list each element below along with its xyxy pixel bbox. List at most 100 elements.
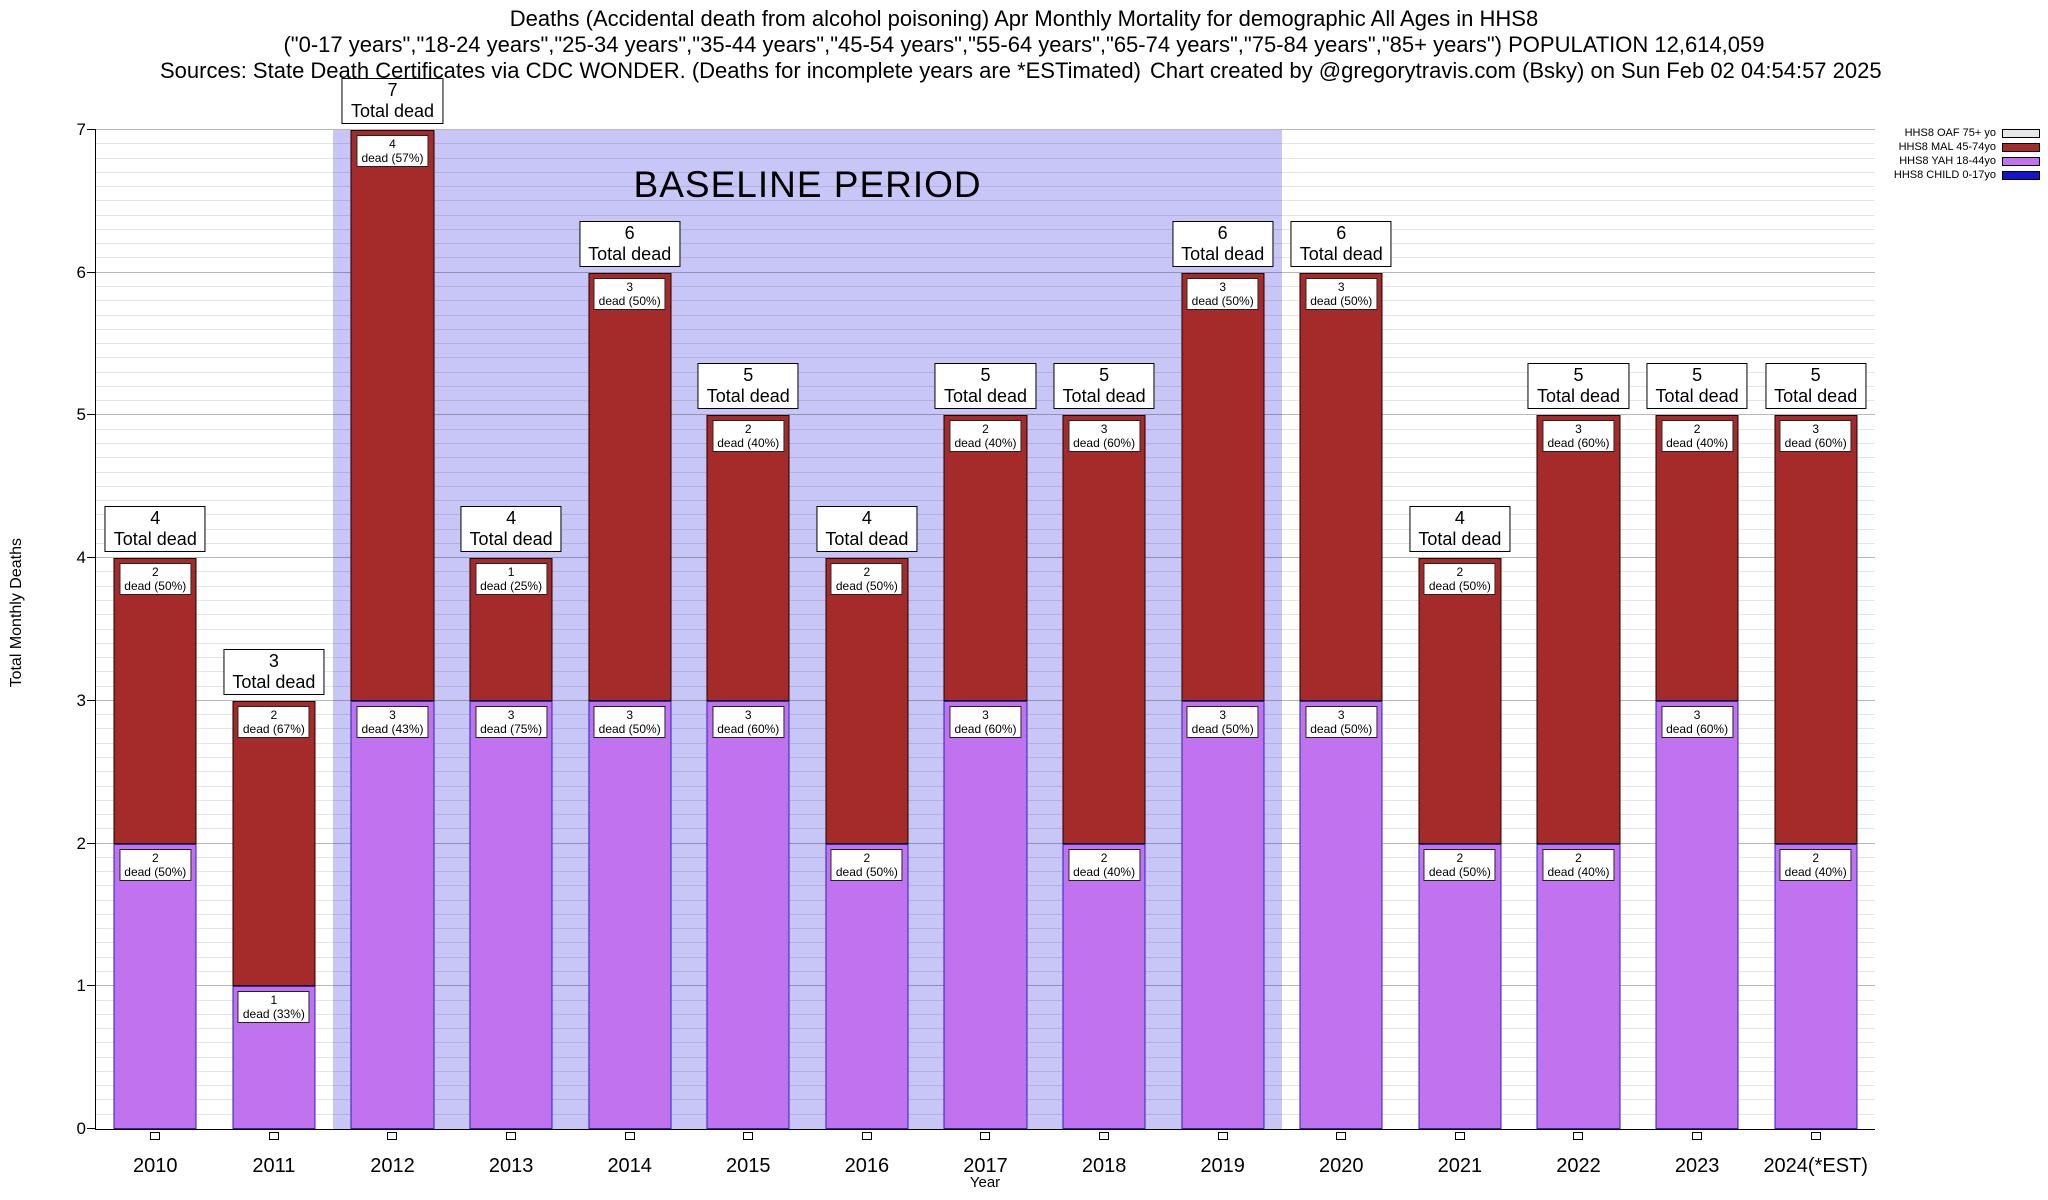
total-count: 4 <box>1454 508 1465 529</box>
segment-count: 1 <box>507 565 515 580</box>
legend-item: HHS8 OAF 75+ yo <box>1894 126 2040 140</box>
x-tick-label: 2011 <box>252 1155 296 1177</box>
segment-count: 2 <box>151 850 159 865</box>
y-tick-mark <box>87 129 96 130</box>
total-label: Total dead <box>943 386 1028 407</box>
segment-label-mal: 2 dead (50%) <box>830 563 903 596</box>
gridline <box>96 314 1875 316</box>
x-tick-label: 2015 <box>726 1155 771 1177</box>
zero-marker <box>1692 1132 1703 1140</box>
bar-segment-yah: 3 dead (50%) <box>588 700 672 1129</box>
segment-label-mal: 2 dead (67%) <box>237 705 310 738</box>
year-slot-2022: 2 dead (40%) 3 dead (60%) 5 Total dead 2022 <box>1519 130 1638 1177</box>
segment-percent-label: dead (50%) <box>598 293 661 308</box>
year-slot-2012: 3 dead (43%) 4 dead (57%) 7 Total dead 2012 <box>333 78 452 1177</box>
y-tick-mark <box>87 1128 96 1129</box>
bar-segment-mal: 3 dead (50%) <box>588 272 672 701</box>
segment-percent-label: dead (50%) <box>1428 864 1491 879</box>
y-tick-label: 5 <box>76 405 86 425</box>
segment-label-mal: 3 dead (50%) <box>593 277 666 310</box>
total-label: Total dead <box>469 529 553 550</box>
segment-count: 2 <box>151 565 159 580</box>
total-label: Total dead <box>1418 529 1502 550</box>
segment-label-yah: 3 dead (43%) <box>356 705 429 738</box>
y-tick-mark <box>87 271 96 273</box>
total-label: Total dead <box>706 386 790 407</box>
segment-label-mal: 3 dead (60%) <box>1068 420 1141 453</box>
segment-count: 2 <box>270 707 278 722</box>
gridline <box>96 343 1875 345</box>
zero-marker <box>387 1132 398 1140</box>
x-tick-label: 2021 <box>1437 1155 1483 1177</box>
gridline <box>96 271 1875 273</box>
segment-label-yah: 3 dead (60%) <box>1661 705 1734 738</box>
total-label: Total dead <box>1062 386 1146 407</box>
year-slot-2014: 3 dead (50%) 3 dead (50%) 6 Total dead 2014 <box>570 130 689 1177</box>
segment-percent-label: dead (60%) <box>1784 436 1847 451</box>
bar-segment-yah: 2 dead (40%) <box>1774 843 1858 1129</box>
segment-count: 1 <box>270 993 278 1008</box>
total-count: 5 <box>1573 365 1584 386</box>
year-slot-2011: 1 dead (33%) 2 dead (67%) 3 Total dead 2011 <box>215 130 334 1177</box>
x-tick-label: 2019 <box>1200 1155 1245 1177</box>
gridline <box>96 243 1875 245</box>
bar-segment-mal: 3 dead (50%) <box>1181 272 1265 701</box>
total-dead-box: 4 Total dead <box>104 506 206 553</box>
segment-percent-label: dead (60%) <box>954 721 1017 736</box>
legend-label: HHS8 CHILD 0-17yo <box>1893 169 1996 181</box>
segment-label-mal: 1 dead (25%) <box>475 563 548 596</box>
segment-label-yah: 3 dead (50%) <box>1305 705 1378 738</box>
segment-label-mal: 2 dead (40%) <box>1661 420 1734 453</box>
total-dead-box: 5 Total dead <box>1527 363 1630 410</box>
segment-count: 3 <box>626 279 634 294</box>
segment-count: 2 <box>1575 850 1582 865</box>
year-slot-2016: 2 dead (50%) 2 dead (50%) 4 Total dead 2016 <box>808 130 927 1177</box>
zero-marker <box>1810 1132 1821 1140</box>
segment-count: 4 <box>389 137 396 152</box>
bar-segment-yah: 3 dead (50%) <box>1181 700 1265 1129</box>
total-count: 5 <box>1810 365 1821 386</box>
total-label: Total dead <box>1774 386 1858 407</box>
zero-marker <box>150 1132 161 1140</box>
segment-label-mal: 3 dead (50%) <box>1186 277 1259 310</box>
total-dead-box: 6 Total dead <box>579 220 681 267</box>
segment-count: 2 <box>744 422 752 437</box>
segment-label-yah: 2 dead (50%) <box>1423 848 1496 881</box>
segment-percent-label: dead (50%) <box>1191 721 1254 736</box>
segment-count: 3 <box>744 707 752 722</box>
zero-marker <box>1099 1132 1110 1140</box>
total-dead-box: 4 Total dead <box>1409 506 1511 553</box>
segment-percent-label: dead (50%) <box>124 579 187 594</box>
segment-label-mal: 2 dead (50%) <box>1423 563 1496 596</box>
segment-count: 3 <box>389 707 396 722</box>
gridline <box>96 129 1875 130</box>
x-tick-label: 2013 <box>488 1155 534 1177</box>
total-count: 4 <box>506 508 517 529</box>
legend-label: HHS8 YAH 18-44yo <box>1899 155 1996 167</box>
gridline <box>96 286 1875 287</box>
baseline-label: BASELINE PERIOD <box>633 164 982 205</box>
segment-label-mal: 2 dead (50%) <box>119 563 192 596</box>
bar-segment-yah: 3 dead (60%) <box>943 700 1027 1129</box>
gridline <box>96 214 1875 216</box>
bar-segment-yah: 3 dead (50%) <box>1299 700 1383 1129</box>
total-dead-box: 5 Total dead <box>934 363 1037 410</box>
zero-marker <box>268 1132 279 1140</box>
bar-segment-mal: 3 dead (60%) <box>1062 415 1146 844</box>
bar-segment-yah: 3 dead (75%) <box>469 700 553 1129</box>
legend-swatch-icon <box>2002 128 2040 138</box>
year-slot-2013: 3 dead (75%) 1 dead (25%) 4 Total dead 2013 <box>452 130 571 1177</box>
bar-segment-yah: 2 dead (40%) <box>1062 843 1146 1129</box>
legend-item: HHS8 CHILD 0-17yo <box>1894 168 2040 182</box>
bar-segment-yah: 3 dead (43%) <box>350 700 434 1129</box>
segment-label-yah: 3 dead (60%) <box>712 705 785 738</box>
segment-percent-label: dead (50%) <box>124 864 187 879</box>
segment-label-mal: 3 dead (60%) <box>1779 420 1852 453</box>
legend-swatch-icon <box>2002 142 2040 152</box>
y-tick-label: 4 <box>76 548 86 568</box>
zero-marker <box>1217 1132 1228 1140</box>
total-dead-box: 5 Total dead <box>1765 363 1867 410</box>
y-tick-mark <box>87 842 96 844</box>
segment-percent-label: dead (57%) <box>361 151 424 166</box>
y-tick-label: 0 <box>76 1119 86 1138</box>
